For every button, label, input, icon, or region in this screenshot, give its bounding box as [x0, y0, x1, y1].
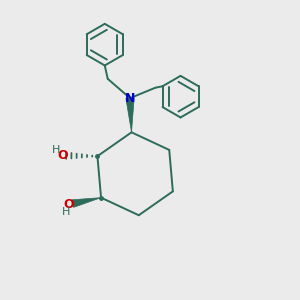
Polygon shape: [126, 98, 134, 132]
Polygon shape: [72, 198, 101, 207]
Text: H: H: [52, 145, 60, 155]
Text: H: H: [62, 207, 70, 217]
Text: O: O: [63, 198, 74, 211]
Text: N: N: [125, 92, 135, 105]
Text: O: O: [57, 148, 68, 161]
